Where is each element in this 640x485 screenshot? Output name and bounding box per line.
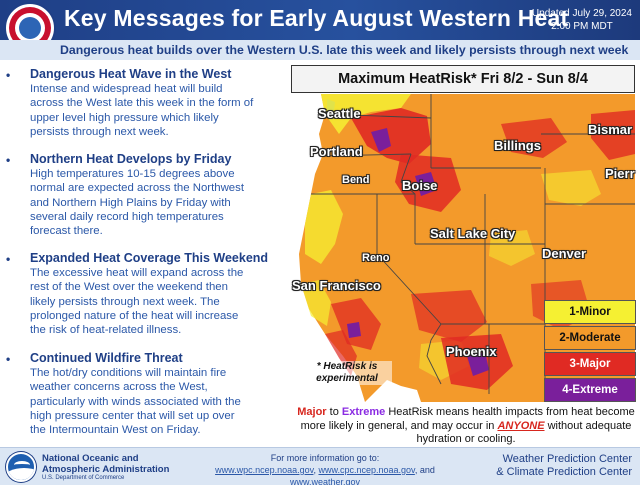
- explain-extreme: Extreme: [341, 406, 386, 418]
- message-2-line: and Northern High Plains by Friday with: [30, 196, 231, 209]
- message-3-line: likely persists through next week. The: [30, 295, 220, 308]
- heatrisk-explanation: Major to Extreme HeatRisk means health i…: [296, 406, 636, 447]
- zone-extreme: [467, 352, 489, 376]
- message-3-line: the risk of heat-related illness.: [30, 324, 182, 337]
- link-weather-gov[interactable]: www.weather.gov: [289, 477, 361, 485]
- zone-minor: [489, 230, 535, 266]
- zone-minor: [321, 94, 411, 134]
- legend-item-moderate: 2-Moderate: [544, 326, 636, 350]
- message-4-line: high pressure center that will set up ov…: [30, 409, 235, 422]
- zone-extreme: [347, 322, 361, 338]
- city-label-billings: Billings: [494, 138, 541, 153]
- message-4-line: the Intermountain West on Friday.: [30, 424, 201, 437]
- legend-item-major: 3-Major: [544, 352, 636, 376]
- city-label-san-francisco: San Francisco: [292, 278, 381, 293]
- link-separator: , and: [414, 465, 435, 475]
- zone-minor: [541, 170, 601, 206]
- page-subtitle: Dangerous heat builds over the Western U…: [60, 43, 629, 57]
- explain-major: Major: [297, 406, 327, 418]
- footer-bar: [0, 447, 640, 485]
- noaa-logo-icon: [6, 452, 36, 482]
- prediction-centers: Weather Prediction Center & Climate Pred…: [496, 453, 632, 479]
- message-1-body: Intense and widespread heat will build a…: [30, 82, 284, 139]
- link-separator: ,: [313, 465, 319, 475]
- city-label-phoenix: Phoenix: [446, 344, 497, 359]
- message-4-line: particularly with winds associated with …: [30, 395, 241, 408]
- city-label-seattle: Seattle: [318, 106, 361, 121]
- updated-timestamp: Updated July 29, 2024 2:00 PM MDT: [532, 7, 632, 33]
- more-info-label: For more information go to:: [270, 453, 380, 463]
- city-label-pierre: Pierr: [605, 166, 635, 181]
- zone-major: [411, 290, 487, 342]
- updated-time: 2:00 PM MDT: [551, 21, 613, 32]
- city-label-bend: Bend: [342, 174, 370, 186]
- city-label-reno: Reno: [362, 252, 390, 264]
- message-2-body: High temperatures 10-15 degrees above no…: [30, 167, 284, 238]
- message-2-line: several daily record high temperatures: [30, 210, 224, 223]
- bullet-icon: •: [6, 252, 11, 266]
- link-cpc[interactable]: www.cpc.ncep.noaa.gov: [318, 465, 415, 475]
- explain-to: to: [326, 406, 342, 418]
- bullet-icon: •: [6, 352, 11, 366]
- message-1-line: Intense and widespread heat will build: [30, 83, 223, 95]
- key-messages-panel: [0, 60, 288, 445]
- legend-item-extreme: 4-Extreme: [544, 378, 636, 402]
- message-3-line: rest of the West over the weekend then: [30, 281, 228, 294]
- explain-anyone: ANYONE: [497, 419, 545, 432]
- city-label-bismarck: Bismar: [588, 122, 633, 137]
- explain-text-2: without adequate hydration or cooling.: [416, 419, 632, 446]
- map-title-box: Maximum HeatRisk* Fri 8/2 - Sun 8/4: [291, 65, 635, 93]
- legend-item-minor: 1-Minor: [544, 300, 636, 324]
- zone-minor: [305, 190, 343, 264]
- message-3-line: prolonged nature of the heat will increa…: [30, 309, 239, 322]
- message-2-line: forecast there.: [30, 225, 103, 238]
- noaa-name: National Oceanic and Atmospheric Adminis…: [42, 453, 169, 475]
- message-4-body: The hot/dry conditions will maintain fir…: [30, 366, 284, 437]
- city-label-portland: Portland: [310, 144, 363, 159]
- more-info: For more information go to: www.wpc.ncep…: [182, 452, 468, 485]
- message-1-heading: Dangerous Heat Wave in the West: [30, 67, 232, 81]
- zone-minor: [301, 280, 331, 326]
- state-borders: [311, 94, 635, 402]
- noaa-name-line: Atmospheric Administration: [42, 464, 170, 475]
- message-1-line: across the West late this week in the fo…: [30, 97, 254, 110]
- message-1-line: upper level high pressure which likely: [30, 111, 219, 124]
- heatrisk-map: [291, 94, 635, 402]
- page-title: Key Messages for Early August Western He…: [64, 5, 569, 31]
- link-wpc[interactable]: www.wpc.ncep.noaa.gov: [215, 465, 314, 475]
- city-label-denver: Denver: [542, 246, 587, 261]
- message-3-body: The excessive heat will expand across th…: [30, 266, 284, 337]
- subtitle-bar: [0, 40, 640, 60]
- message-4-line: weather concerns across the West,: [30, 381, 208, 394]
- zone-extreme: [415, 172, 437, 196]
- city-label-boise: Boise: [402, 178, 438, 193]
- centers-line: Weather Prediction Center: [502, 453, 632, 465]
- experimental-note: * HeatRisk is experimental: [302, 361, 392, 385]
- zone-major: [351, 108, 431, 164]
- zone-extreme: [371, 128, 391, 152]
- message-2-line: High temperatures 10-15 degrees above: [30, 168, 235, 180]
- centers-line: & Climate Prediction Center: [496, 466, 632, 478]
- message-3-heading: Expanded Heat Coverage This Weekend: [30, 251, 269, 265]
- noaa-department: U.S. Department of Commerce: [42, 475, 125, 481]
- pacific-ocean: [291, 94, 365, 402]
- bullet-icon: •: [6, 153, 11, 167]
- bullet-icon: •: [6, 68, 11, 82]
- noaa-name-line: National Oceanic and: [42, 453, 139, 464]
- city-label-salt-lake-city: Salt Lake City: [430, 226, 516, 241]
- zone-major: [591, 110, 635, 160]
- explain-text-1: HeatRisk means health impacts from heat …: [300, 406, 635, 432]
- mexico-area: [365, 380, 421, 402]
- updated-date: Updated July 29, 2024: [531, 8, 632, 19]
- header-bar: [0, 0, 640, 40]
- message-2-heading: Northern Heat Develops by Friday: [30, 152, 232, 166]
- map-title: Maximum HeatRisk* Fri 8/2 - Sun 8/4: [338, 71, 588, 87]
- message-2-line: normal are expected across the Northwest: [30, 182, 244, 195]
- zone-major: [501, 118, 567, 158]
- message-4-line: The hot/dry conditions will maintain fir…: [30, 367, 227, 379]
- message-1-line: persists through next week.: [30, 125, 169, 138]
- message-3-line: The excessive heat will expand across th…: [30, 267, 244, 279]
- message-4-heading: Continued Wildfire Threat: [30, 351, 183, 365]
